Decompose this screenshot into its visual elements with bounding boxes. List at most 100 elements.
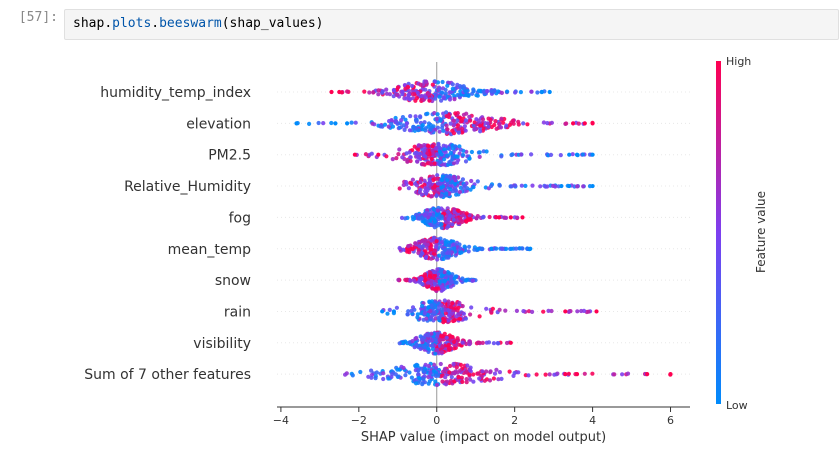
shap-point xyxy=(433,96,438,101)
shap-point xyxy=(581,184,586,189)
shap-point xyxy=(466,249,471,254)
shap-point xyxy=(455,154,460,159)
shap-point xyxy=(421,376,426,381)
shap-point xyxy=(397,341,402,346)
shap-point xyxy=(442,278,447,284)
shap-point xyxy=(426,363,432,369)
shap-point xyxy=(376,88,381,93)
shap-point xyxy=(425,219,430,224)
shap-point xyxy=(472,247,477,252)
shap-point xyxy=(437,129,442,134)
shap-point xyxy=(429,238,434,243)
shap-point xyxy=(480,340,485,345)
shap-point xyxy=(401,123,406,128)
shap-point xyxy=(440,79,445,85)
shap-point xyxy=(420,123,425,128)
shap-point xyxy=(426,121,432,126)
shap-point xyxy=(418,346,423,351)
shap-point xyxy=(439,178,445,183)
shap-point xyxy=(566,309,572,314)
x-tick-label: −2 xyxy=(351,414,367,427)
shap-point xyxy=(469,305,474,310)
shap-point xyxy=(443,91,448,96)
code-cell-input[interactable]: shap.plots.beeswarm(shap_values) xyxy=(64,9,839,40)
shap-point xyxy=(423,126,428,131)
shap-point xyxy=(541,309,546,314)
shap-point xyxy=(438,361,443,367)
shap-point xyxy=(353,120,358,125)
shap-point xyxy=(495,341,500,346)
shap-point xyxy=(511,121,516,126)
shap-point xyxy=(612,372,617,377)
shap-point xyxy=(411,92,416,97)
shap-point xyxy=(452,339,457,345)
shap-point xyxy=(423,79,429,84)
shap-point xyxy=(427,379,432,384)
shap-point xyxy=(397,125,402,130)
shap-point xyxy=(453,249,458,254)
shap-point xyxy=(370,121,375,126)
shap-point xyxy=(468,187,473,192)
shap-point xyxy=(381,371,386,376)
shap-point xyxy=(477,150,482,155)
shap-point xyxy=(497,307,502,312)
shap-point xyxy=(471,185,476,190)
shap-point xyxy=(367,90,372,95)
shap-point xyxy=(530,183,535,188)
shap-point xyxy=(425,242,430,247)
shap-point xyxy=(441,128,446,133)
shap-point xyxy=(477,314,482,319)
shap-point xyxy=(437,279,442,284)
shap-point xyxy=(439,225,444,230)
shap-point xyxy=(432,270,437,275)
shap-point xyxy=(476,371,481,376)
shap-point xyxy=(407,97,412,102)
shap-point xyxy=(406,92,411,97)
shap-point xyxy=(414,342,419,347)
x-tick-label: 0 xyxy=(433,414,440,427)
shap-point xyxy=(435,334,440,339)
shap-point xyxy=(502,215,507,220)
code-attribute-beeswarm: beeswarm xyxy=(159,16,222,31)
shap-point xyxy=(440,344,445,349)
shap-point xyxy=(424,316,429,321)
shap-point xyxy=(428,127,433,132)
shap-point xyxy=(420,127,425,132)
shap-point xyxy=(491,376,496,381)
shap-point xyxy=(530,309,535,314)
shap-point xyxy=(450,334,455,340)
shap-point xyxy=(492,371,498,376)
feature-label: Sum of 7 other features xyxy=(84,367,251,383)
shap-point xyxy=(442,298,447,303)
shap-point xyxy=(435,176,440,181)
shap-point xyxy=(407,128,412,133)
shap-point xyxy=(476,88,481,93)
shap-point xyxy=(449,374,454,380)
shap-point xyxy=(453,189,458,194)
shap-point xyxy=(389,374,394,380)
shap-outlier-point xyxy=(528,246,533,251)
shap-point xyxy=(511,373,516,378)
shap-point xyxy=(438,269,444,274)
shap-point xyxy=(477,376,482,381)
shap-point xyxy=(465,363,470,368)
shap-point xyxy=(582,371,587,376)
shap-point xyxy=(432,79,437,84)
shap-point xyxy=(505,89,510,94)
shap-point xyxy=(403,277,408,282)
shap-point xyxy=(396,152,401,157)
shap-point xyxy=(376,92,381,97)
shap-point xyxy=(394,305,399,310)
shap-point xyxy=(439,350,445,355)
shap-point xyxy=(420,303,425,309)
shap-point xyxy=(438,117,444,122)
shap-point xyxy=(497,122,502,127)
shap-point xyxy=(451,131,457,136)
shap-point xyxy=(463,159,469,164)
shap-point xyxy=(461,112,466,117)
shap-point xyxy=(496,89,501,94)
shap-point xyxy=(620,372,625,377)
shap-point xyxy=(468,312,473,317)
shap-point xyxy=(451,161,456,166)
shap-point xyxy=(422,143,427,148)
